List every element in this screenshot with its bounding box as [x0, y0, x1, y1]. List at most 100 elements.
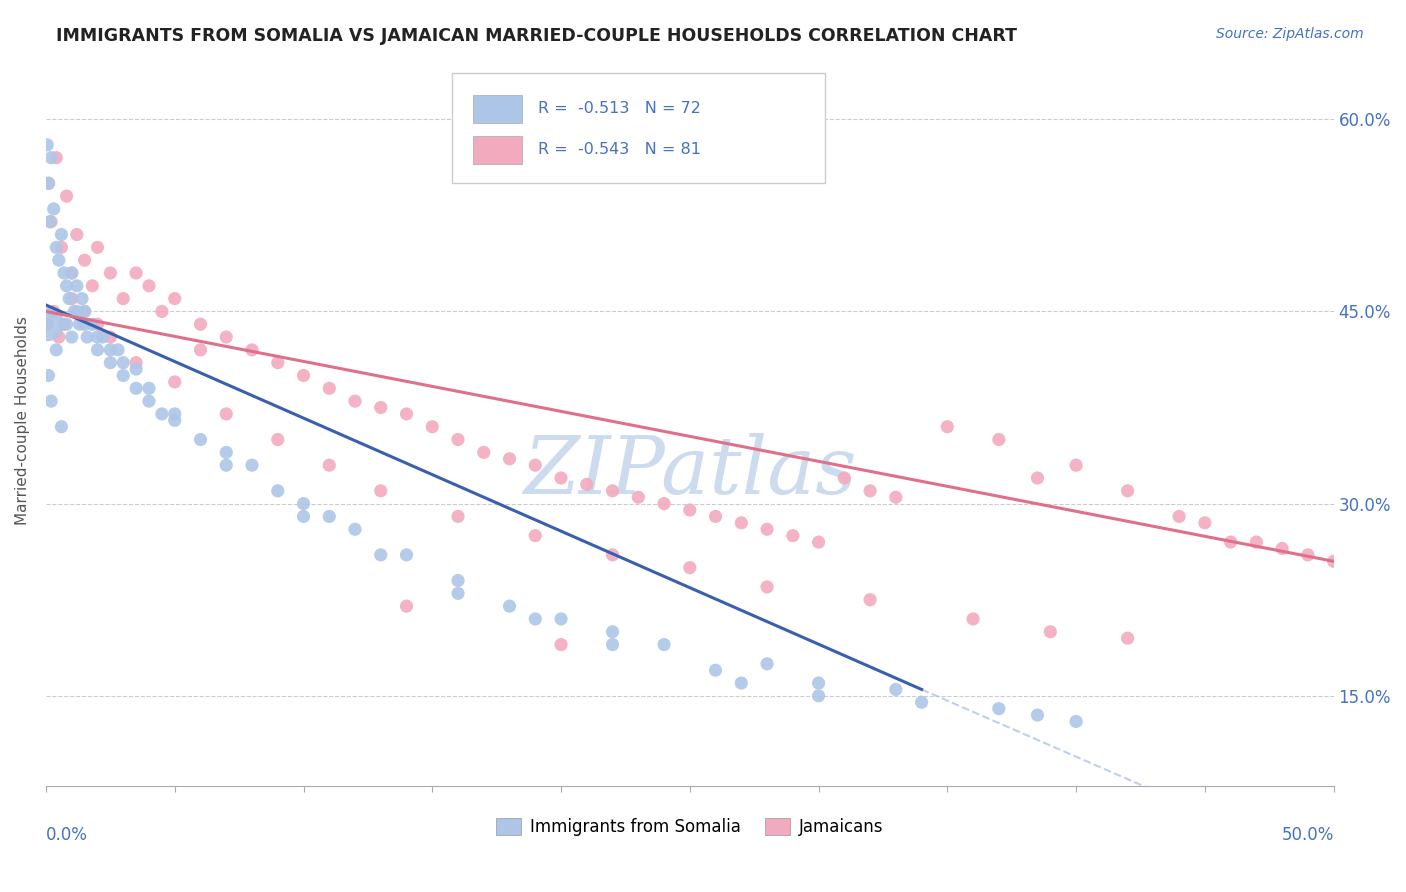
- Point: [190, 317, 212, 331]
- Point: [125, 362, 148, 376]
- Point: [86, 317, 108, 331]
- Point: [370, 483, 392, 498]
- Point: [215, 458, 238, 473]
- Point: [343, 394, 366, 409]
- Point: [267, 433, 290, 447]
- Point: [163, 292, 186, 306]
- FancyBboxPatch shape: [451, 73, 825, 183]
- Point: [38, 368, 60, 383]
- Point: [859, 483, 882, 498]
- Point: [575, 477, 598, 491]
- Point: [936, 419, 959, 434]
- Point: [39, 151, 62, 165]
- Point: [39, 215, 62, 229]
- Point: [45, 343, 67, 357]
- Point: [63, 304, 86, 318]
- Point: [395, 407, 418, 421]
- Point: [704, 509, 727, 524]
- Point: [58, 292, 80, 306]
- Point: [859, 592, 882, 607]
- Point: [82, 278, 104, 293]
- Point: [550, 612, 572, 626]
- Point: [190, 343, 212, 357]
- Point: [112, 356, 135, 370]
- Point: [1064, 458, 1087, 473]
- Point: [730, 516, 752, 530]
- Point: [447, 509, 470, 524]
- Point: [45, 151, 67, 165]
- Point: [962, 612, 984, 626]
- Point: [98, 266, 121, 280]
- Point: [37, 317, 59, 331]
- Point: [472, 445, 495, 459]
- Point: [190, 433, 212, 447]
- Point: [704, 663, 727, 677]
- Point: [73, 317, 96, 331]
- Point: [38, 176, 60, 190]
- Point: [138, 394, 160, 409]
- Point: [53, 266, 76, 280]
- Point: [602, 624, 624, 639]
- Point: [1219, 535, 1241, 549]
- Text: 50.0%: 50.0%: [1281, 826, 1334, 844]
- Point: [370, 548, 392, 562]
- Point: [524, 612, 547, 626]
- Point: [37, 317, 59, 331]
- Point: [112, 368, 135, 383]
- Text: Source: ZipAtlas.com: Source: ZipAtlas.com: [1216, 27, 1364, 41]
- Point: [125, 381, 148, 395]
- Point: [163, 413, 186, 427]
- Point: [756, 580, 779, 594]
- Point: [292, 509, 315, 524]
- Point: [1026, 471, 1049, 485]
- Point: [60, 266, 83, 280]
- Y-axis label: Married-couple Households: Married-couple Households: [15, 316, 30, 524]
- Point: [1039, 624, 1062, 639]
- Point: [730, 676, 752, 690]
- Point: [76, 330, 98, 344]
- Point: [807, 689, 830, 703]
- Point: [1296, 548, 1319, 562]
- Point: [215, 445, 238, 459]
- Point: [86, 330, 108, 344]
- Point: [1064, 714, 1087, 729]
- Point: [1194, 516, 1216, 530]
- Point: [150, 407, 173, 421]
- Point: [807, 676, 830, 690]
- Point: [498, 599, 520, 614]
- Point: [652, 638, 675, 652]
- Point: [48, 253, 70, 268]
- Point: [55, 317, 77, 331]
- Point: [69, 317, 91, 331]
- Point: [1116, 483, 1139, 498]
- FancyBboxPatch shape: [474, 136, 523, 164]
- Point: [98, 343, 121, 357]
- Point: [292, 368, 315, 383]
- Point: [60, 330, 83, 344]
- Point: [807, 535, 830, 549]
- Point: [318, 458, 340, 473]
- Point: [39, 394, 62, 409]
- Point: [1323, 554, 1346, 568]
- Point: [66, 304, 89, 318]
- Text: IMMIGRANTS FROM SOMALIA VS JAMAICAN MARRIED-COUPLE HOUSEHOLDS CORRELATION CHART: IMMIGRANTS FROM SOMALIA VS JAMAICAN MARR…: [56, 27, 1017, 45]
- Point: [1116, 631, 1139, 645]
- Point: [498, 451, 520, 466]
- Point: [107, 343, 129, 357]
- Point: [98, 356, 121, 370]
- Point: [370, 401, 392, 415]
- Point: [524, 529, 547, 543]
- Point: [82, 317, 104, 331]
- Point: [267, 356, 290, 370]
- Point: [420, 419, 443, 434]
- Point: [1246, 535, 1268, 549]
- Legend: Immigrants from Somalia, Jamaicans: Immigrants from Somalia, Jamaicans: [489, 812, 890, 843]
- Point: [987, 701, 1010, 715]
- Point: [524, 458, 547, 473]
- Point: [98, 330, 121, 344]
- Point: [267, 483, 290, 498]
- Point: [910, 695, 932, 709]
- Point: [45, 240, 67, 254]
- Point: [51, 419, 73, 434]
- Point: [652, 497, 675, 511]
